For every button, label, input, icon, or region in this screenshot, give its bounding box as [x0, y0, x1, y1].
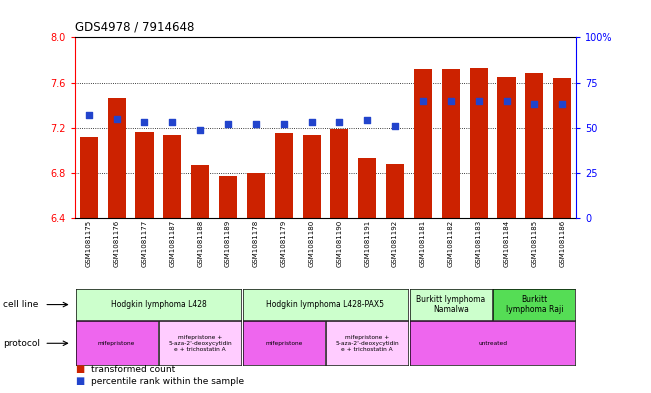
Text: percentile rank within the sample: percentile rank within the sample: [91, 377, 244, 386]
Point: [557, 101, 568, 107]
Point: [139, 119, 150, 125]
Text: GSM1081191: GSM1081191: [365, 220, 370, 267]
Text: cell line: cell line: [3, 300, 38, 309]
Text: GSM1081185: GSM1081185: [531, 220, 537, 267]
Bar: [497, 77, 516, 218]
Point: [83, 112, 94, 118]
Point: [445, 97, 456, 104]
Bar: [330, 129, 348, 218]
Text: GSM1081188: GSM1081188: [197, 220, 203, 267]
Text: GSM1081187: GSM1081187: [169, 220, 175, 267]
Text: GSM1081179: GSM1081179: [281, 220, 286, 267]
Text: GSM1081175: GSM1081175: [86, 220, 92, 267]
Point: [167, 119, 178, 125]
Bar: [79, 137, 98, 218]
Bar: [163, 134, 182, 218]
Point: [111, 116, 122, 122]
Text: GDS4978 / 7914648: GDS4978 / 7914648: [75, 20, 194, 33]
Text: mifepristone: mifepristone: [98, 341, 135, 346]
Text: GSM1081177: GSM1081177: [141, 220, 148, 267]
Text: GSM1081184: GSM1081184: [503, 220, 510, 267]
Bar: [386, 164, 404, 218]
Text: protocol: protocol: [3, 339, 40, 348]
Bar: [247, 173, 265, 218]
Bar: [414, 69, 432, 218]
Point: [390, 123, 400, 129]
Text: mifepristone +
5-aza-2'-deoxycytidin
e + trichostatin A: mifepristone + 5-aza-2'-deoxycytidin e +…: [169, 335, 232, 352]
Point: [473, 97, 484, 104]
Point: [223, 121, 233, 127]
Bar: [219, 176, 237, 218]
Text: ■: ■: [75, 376, 84, 386]
Bar: [107, 98, 126, 218]
Text: GSM1081183: GSM1081183: [476, 220, 482, 267]
Text: GSM1081186: GSM1081186: [559, 220, 565, 267]
Point: [334, 119, 344, 125]
Bar: [135, 132, 154, 218]
Text: mifepristone +
5-aza-2'-deoxycytidin
e + trichostatin A: mifepristone + 5-aza-2'-deoxycytidin e +…: [335, 335, 399, 352]
Bar: [553, 78, 572, 218]
Bar: [358, 158, 376, 218]
Text: Hodgkin lymphoma L428-PAX5: Hodgkin lymphoma L428-PAX5: [266, 300, 385, 309]
Text: GSM1081192: GSM1081192: [392, 220, 398, 267]
Point: [362, 118, 372, 124]
Text: GSM1081181: GSM1081181: [420, 220, 426, 267]
Text: GSM1081190: GSM1081190: [337, 220, 342, 267]
Point: [418, 97, 428, 104]
Text: Burkitt
lymphoma Raji: Burkitt lymphoma Raji: [506, 295, 563, 314]
Text: GSM1081176: GSM1081176: [114, 220, 120, 267]
Text: GSM1081182: GSM1081182: [448, 220, 454, 267]
Bar: [303, 134, 321, 218]
Text: GSM1081180: GSM1081180: [309, 220, 314, 267]
Bar: [525, 73, 544, 218]
Text: Burkitt lymphoma
Namalwa: Burkitt lymphoma Namalwa: [416, 295, 486, 314]
Text: untreated: untreated: [478, 341, 507, 346]
Text: mifepristone: mifepristone: [265, 341, 303, 346]
Bar: [469, 68, 488, 218]
Point: [529, 101, 540, 107]
Point: [501, 97, 512, 104]
Point: [279, 121, 289, 127]
Text: Hodgkin lymphoma L428: Hodgkin lymphoma L428: [111, 300, 206, 309]
Text: ■: ■: [75, 364, 84, 375]
Bar: [191, 165, 209, 218]
Bar: [442, 69, 460, 218]
Point: [195, 127, 206, 133]
Text: transformed count: transformed count: [91, 365, 175, 374]
Text: GSM1081178: GSM1081178: [253, 220, 259, 267]
Bar: [275, 133, 293, 218]
Text: GSM1081189: GSM1081189: [225, 220, 231, 267]
Point: [307, 119, 317, 125]
Point: [251, 121, 261, 127]
